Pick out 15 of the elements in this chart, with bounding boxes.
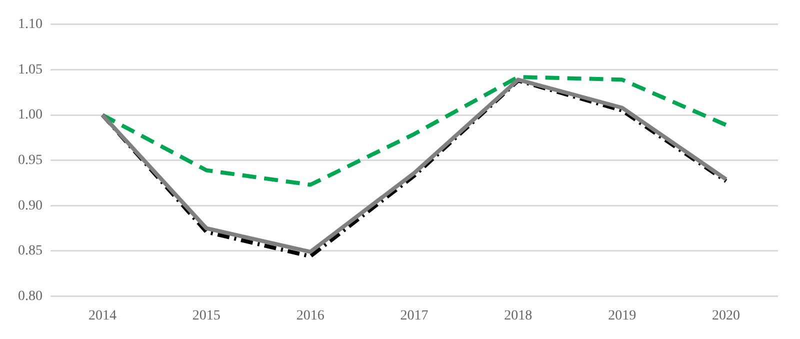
x-tick-label: 2017 bbox=[400, 308, 428, 324]
x-tick-label: 2019 bbox=[608, 308, 636, 324]
x-tick-label: 2016 bbox=[296, 308, 324, 324]
y-tick-label: 0.80 bbox=[18, 288, 42, 304]
y-tick-label: 0.95 bbox=[18, 152, 42, 168]
y-tick-label: 1.10 bbox=[18, 17, 42, 32]
y-tick-label: 1.00 bbox=[18, 108, 42, 123]
y-tick-label: 1.05 bbox=[18, 62, 42, 78]
y-tick-label: 0.85 bbox=[18, 244, 42, 259]
x-tick-label: 2020 bbox=[712, 308, 740, 324]
x-tick-label: 2014 bbox=[88, 308, 116, 324]
x-tick-label: 2018 bbox=[504, 308, 532, 324]
x-tick-label: 2015 bbox=[192, 308, 220, 324]
line-series bbox=[100, 74, 728, 187]
y-tick-label: 0.90 bbox=[18, 198, 42, 214]
